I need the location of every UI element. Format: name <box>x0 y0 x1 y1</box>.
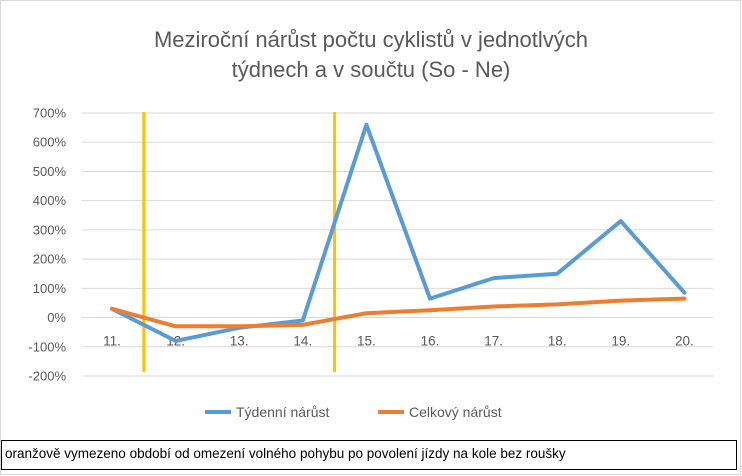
x-tick-label: 13. <box>230 334 249 349</box>
y-axis-labels: 700% 600% 500% 400% 300% 200% 100% 0% -100% -200% <box>28 106 66 384</box>
series-line <box>110 296 687 329</box>
legend-label: Týdenní nárůst <box>236 404 329 420</box>
series-lines <box>110 122 687 343</box>
x-tick-label: 11. <box>103 334 121 349</box>
annotation-caption: oranžově vymezeno období od omezení voln… <box>1 440 737 470</box>
x-tick-label: 19. <box>611 334 630 349</box>
x-tick-label: 14. <box>293 334 312 349</box>
y-tick-label: 0% <box>47 310 66 325</box>
y-tick-label: -200% <box>28 369 66 384</box>
y-tick-label: 500% <box>33 164 67 179</box>
series-line <box>110 122 687 343</box>
x-tick-label: 17. <box>484 334 503 349</box>
y-tick-label: 400% <box>33 193 67 208</box>
x-tick-label: 20. <box>675 334 694 349</box>
x-tick-label: 15. <box>357 334 376 349</box>
legend-label: Celkový nárůst <box>409 404 502 420</box>
chart-title-line: týdnech a v součtu (So - Ne) <box>232 57 511 82</box>
y-tick-label: 100% <box>33 281 67 296</box>
chart-title-line: Meziroční nárůst počtu cyklistů v jednot… <box>154 27 588 52</box>
y-tick-label: 700% <box>33 106 67 121</box>
x-tick-label: 18. <box>548 334 567 349</box>
chart-title: Meziroční nárůst počtu cyklistů v jednot… <box>154 27 588 82</box>
legend: Týdenní nárůst Celkový nárůst <box>205 404 502 420</box>
x-tick-label: 16. <box>421 334 440 349</box>
y-tick-label: -100% <box>28 339 66 354</box>
period-markers <box>142 112 337 372</box>
y-tick-label: 200% <box>33 252 67 267</box>
y-tick-label: 300% <box>33 222 67 237</box>
y-tick-label: 600% <box>33 135 67 150</box>
